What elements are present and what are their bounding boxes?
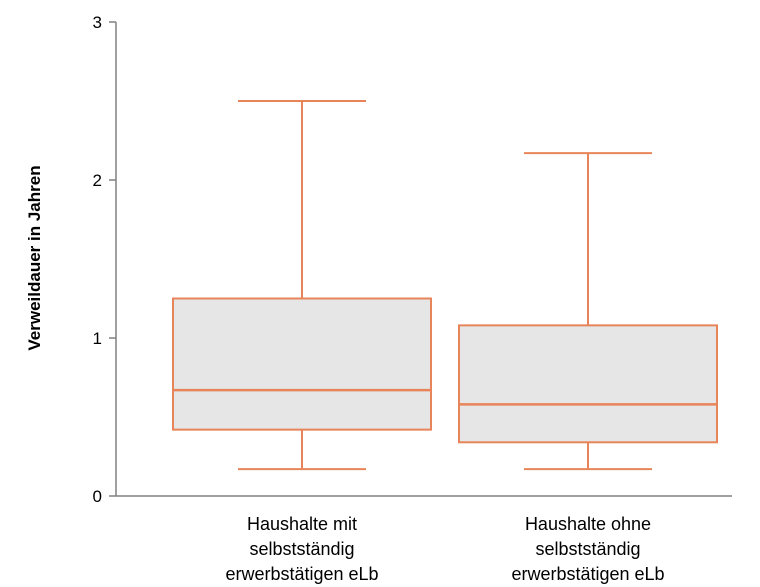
- axes: 0 1 2 3 Haushalte mit selbstständig erwerbstät…: [93, 13, 732, 584]
- y-tick-label: 0: [93, 487, 102, 506]
- y-tick-label: 1: [93, 329, 102, 348]
- box-iqr: [458, 324, 718, 444]
- box-iqr: [172, 297, 432, 431]
- y-tick-label: 2: [93, 171, 102, 190]
- box-group: [172, 100, 432, 471]
- x-category-label: Haushalte ohne: [525, 514, 651, 534]
- x-category-label: Haushalte mit: [247, 514, 357, 534]
- x-category-label: erwerbstätigen eLb: [225, 564, 378, 584]
- y-tick-label: 3: [93, 13, 102, 32]
- y-axis-title: Verweildauer in Jahren: [25, 165, 44, 350]
- plot-area: [172, 100, 718, 471]
- box-group: [458, 152, 718, 471]
- x-category-label: erwerbstätigen eLb: [511, 564, 664, 584]
- x-category-label: selbstständig: [249, 539, 354, 559]
- x-category-label: selbstständig: [535, 539, 640, 559]
